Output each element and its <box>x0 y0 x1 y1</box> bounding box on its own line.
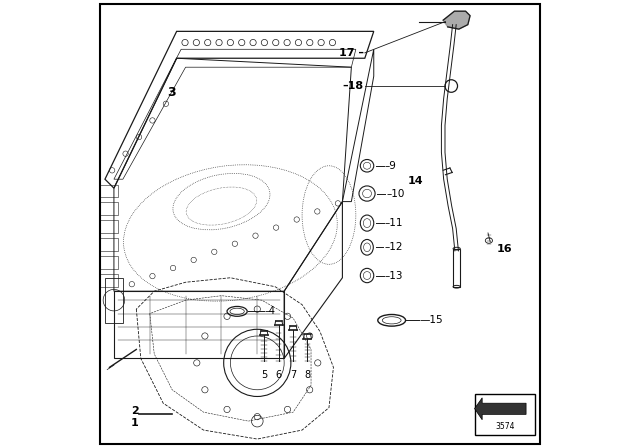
Text: 17 –: 17 – <box>339 48 364 58</box>
Text: –4: –4 <box>265 306 276 316</box>
Text: 1: 1 <box>131 418 139 428</box>
Text: –10: –10 <box>387 189 404 198</box>
Bar <box>475 394 535 435</box>
Text: 16: 16 <box>497 244 513 254</box>
Text: 7: 7 <box>290 370 296 380</box>
Text: 6: 6 <box>276 370 282 380</box>
Bar <box>100 220 118 233</box>
Bar <box>100 185 118 197</box>
Polygon shape <box>443 11 470 29</box>
Bar <box>100 238 118 251</box>
Bar <box>100 256 118 269</box>
Text: oo: oo <box>481 421 488 426</box>
Polygon shape <box>475 398 526 420</box>
Text: –18: –18 <box>343 81 364 91</box>
Text: 8: 8 <box>305 370 310 380</box>
Text: –13: –13 <box>385 271 403 280</box>
Text: 3574: 3574 <box>495 422 515 431</box>
Text: –9: –9 <box>385 161 397 171</box>
Text: 5: 5 <box>261 370 267 380</box>
Text: —15: —15 <box>419 315 443 325</box>
Bar <box>453 249 460 287</box>
Text: –11: –11 <box>385 218 403 228</box>
Bar <box>100 202 118 215</box>
Text: 3: 3 <box>168 86 176 99</box>
Text: –12: –12 <box>385 242 403 252</box>
Text: 14: 14 <box>407 177 423 186</box>
Text: 2: 2 <box>131 406 139 416</box>
Bar <box>100 274 118 287</box>
